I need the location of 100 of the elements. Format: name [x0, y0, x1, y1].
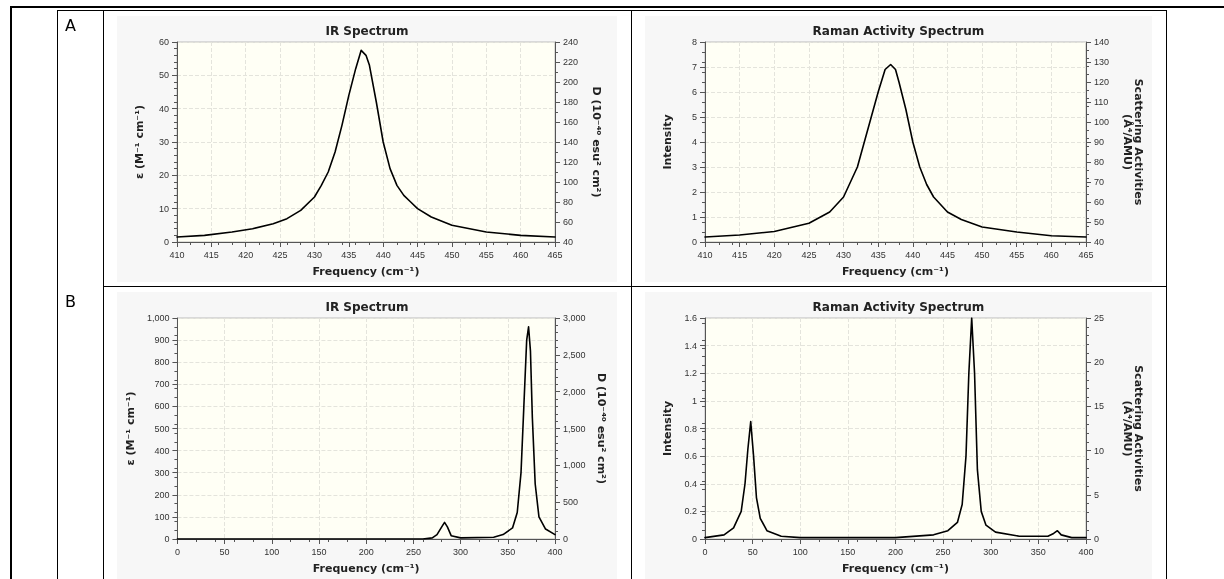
y2-tick-label: 80 [1094, 157, 1105, 167]
x-tick-label: 350 [1030, 546, 1046, 557]
x-tick-label: 465 [547, 249, 563, 260]
y-tick-label: 0.4 [684, 478, 697, 489]
y-tick-label: 1.4 [684, 340, 697, 351]
chart-title: IR Spectrum [325, 24, 409, 38]
x-tick-label: 430 [836, 249, 852, 260]
x-axis-title: Frequency (cm⁻¹) [312, 562, 420, 575]
text: A [65, 16, 76, 35]
y2-tick-label: 220 [563, 57, 579, 67]
y-axis-title: ε (M⁻¹ cm⁻¹) [124, 391, 137, 466]
x-tick-label: 440 [905, 249, 921, 260]
y2-tick-label: 60 [1094, 197, 1105, 207]
y2-tick-label: 100 [1094, 117, 1110, 127]
y2-tick-label: 20 [1094, 357, 1105, 368]
chart-title: Raman Activity Spectrum [812, 300, 985, 314]
x-tick-label: 0 [174, 546, 180, 557]
y2-tick-label: 140 [1094, 37, 1110, 47]
y-tick-label: 40 [158, 103, 169, 114]
x-tick-label: 150 [311, 546, 327, 557]
x-tick-label: 250 [405, 546, 421, 557]
x-tick-label: 445 [939, 249, 955, 260]
y-tick-label: 0.2 [684, 506, 697, 517]
x-tick-label: 410 [697, 249, 713, 260]
y-tick-label: 200 [154, 489, 170, 500]
x-tick-label: 420 [766, 249, 782, 260]
x-tick-label: 430 [306, 249, 322, 260]
y-tick-label: 4 [691, 137, 697, 147]
y2-tick-label: 1,000 [563, 460, 586, 471]
x-tick-label: 440 [375, 249, 391, 260]
y-tick-label: 100 [154, 511, 170, 522]
x-tick-label: 465 [1078, 249, 1094, 260]
y-tick-label: 0 [163, 237, 169, 247]
x-tick-label: 100 [264, 546, 280, 557]
x-tick-label: 100 [792, 546, 808, 557]
y2-tick-label: 200 [563, 77, 579, 87]
x-tick-label: 450 [444, 249, 460, 260]
x-tick-label: 300 [983, 546, 999, 557]
y-tick-label: 0 [691, 534, 697, 544]
x-tick-label: 250 [935, 546, 951, 557]
y-tick-label: 30 [158, 137, 169, 147]
y2-axis-title: Scattering Activities (Å⁴/AMU) [1121, 365, 1145, 493]
chart-title: Raman Activity Spectrum [812, 24, 985, 38]
y2-axis-title: Scattering Activities (Å⁴/AMU) [1121, 78, 1145, 206]
x-tick-label: 415 [203, 249, 219, 260]
y-tick-label: 0 [164, 534, 170, 544]
x-tick-label: 425 [272, 249, 288, 260]
x-tick-label: 425 [801, 249, 817, 260]
y-axis-title: Intensity [661, 114, 674, 170]
y-tick-label: 0 [691, 237, 697, 247]
y-tick-label: 50 [158, 70, 169, 81]
x-tick-label: 455 [1009, 249, 1025, 260]
y2-tick-label: 40 [1094, 237, 1105, 247]
y2-tick-label: 160 [563, 117, 579, 127]
y2-tick-label: 40 [563, 237, 574, 247]
y2-tick-label: 120 [1094, 77, 1110, 87]
y-tick-label: 1.2 [684, 368, 697, 379]
x-tick-label: 0 [702, 546, 708, 557]
x-tick-label: 445 [410, 249, 426, 260]
x-axis-title: Frequency (cm⁻¹) [842, 265, 949, 278]
y2-tick-label: 120 [563, 157, 579, 167]
text: B [65, 292, 76, 311]
y-tick-label: 7 [691, 62, 697, 72]
y-axis-title: Intensity [661, 400, 674, 457]
x-axis-title: Frequency (cm⁻¹) [312, 265, 420, 278]
y-tick-label: 20 [158, 170, 169, 181]
x-tick-label: 150 [840, 546, 856, 557]
y2-tick-label: 70 [1094, 177, 1105, 187]
y-tick-label: 5 [691, 112, 697, 122]
y-tick-label: 60 [158, 37, 169, 47]
y-tick-label: 3 [691, 162, 697, 172]
y-tick-label: 600 [154, 401, 170, 412]
y-tick-label: 1 [691, 212, 697, 222]
x-tick-label: 435 [341, 249, 357, 260]
x-tick-label: 435 [870, 249, 886, 260]
y2-tick-label: 80 [563, 197, 574, 207]
y2-tick-label: 15 [1094, 401, 1105, 412]
y2-tick-label: 180 [563, 97, 579, 107]
y-tick-label: 800 [154, 357, 170, 368]
x-tick-label: 420 [238, 249, 254, 260]
y2-tick-label: 60 [563, 217, 574, 227]
y2-tick-label: 130 [1094, 57, 1110, 67]
y2-tick-label: 140 [563, 137, 579, 147]
y-tick-label: 900 [154, 335, 170, 346]
y-tick-label: 0.6 [684, 451, 697, 462]
y2-axis-title: D (10⁻⁴⁰ esu² cm²) [595, 373, 609, 484]
y2-tick-label: 5 [1094, 489, 1100, 500]
y-tick-label: 700 [154, 379, 170, 390]
y2-tick-label: 1,500 [563, 423, 586, 434]
y2-tick-label: 0 [563, 534, 569, 544]
y2-tick-label: 240 [563, 37, 579, 47]
x-tick-label: 50 [747, 546, 758, 557]
x-tick-label: 400 [547, 546, 563, 557]
y-tick-label: 10 [158, 203, 169, 214]
y-tick-label: 1 [691, 395, 697, 406]
y-tick-label: 400 [154, 445, 170, 456]
y-tick-label: 8 [691, 37, 697, 47]
x-tick-label: 350 [500, 546, 516, 557]
x-tick-label: 200 [887, 546, 904, 557]
y-tick-label: 500 [154, 423, 170, 434]
